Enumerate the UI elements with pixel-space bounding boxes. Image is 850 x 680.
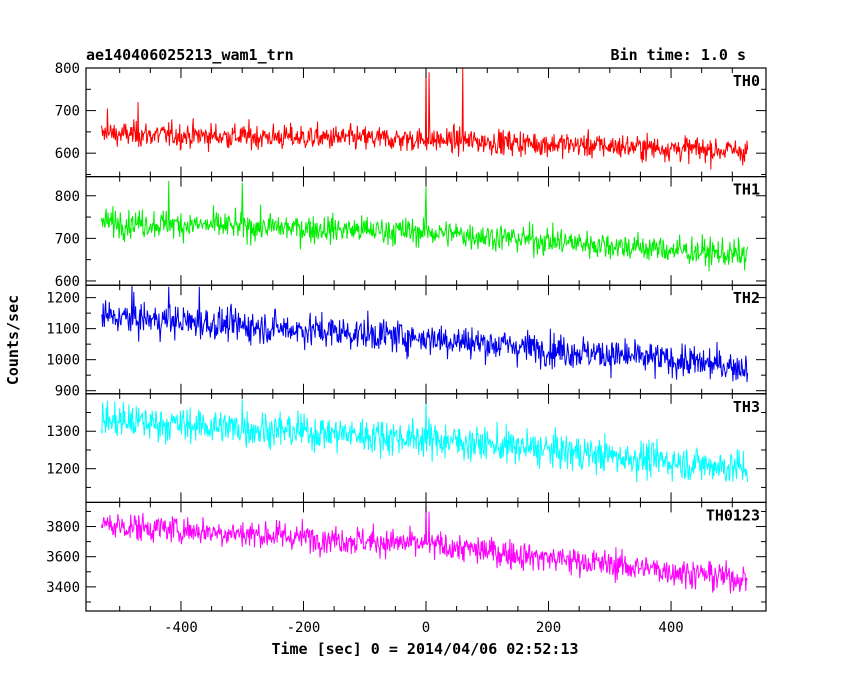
panel-label: TH2: [733, 289, 760, 307]
x-tick-label: 200: [536, 620, 561, 636]
y-tick-label: 800: [55, 61, 80, 77]
y-axis-label: Counts/sec: [4, 295, 22, 385]
panel-label: TH3: [733, 398, 760, 416]
y-tick-label: 900: [55, 384, 80, 400]
series-line-th2: [101, 285, 749, 383]
x-tick-label: -200: [287, 620, 321, 636]
chart-title: ae140406025213_wam1_trn: [86, 46, 294, 64]
y-tick-label: 1200: [46, 291, 80, 307]
panel-label: TH0123: [706, 506, 760, 524]
panel-th2: 900 1000 1100 1200 TH2: [46, 284, 767, 400]
x-tick-label: 0: [422, 620, 430, 636]
panel-th1: 600 700 800 TH1: [55, 176, 767, 290]
y-tick-label: 600: [55, 274, 80, 290]
panel-th3: 1200 1300 TH3: [46, 393, 767, 503]
bin-time-label: Bin time: 1.0 s: [611, 46, 746, 64]
x-axis-label: Time [sec] 0 = 2014/04/06 02:52:13: [271, 640, 578, 658]
series-line-th0: [100, 68, 749, 170]
series-line-th3: [100, 395, 749, 483]
panels-group: 600 700 800 TH0 600 700 800 TH1 900 1000 1100 1200 T…: [46, 61, 767, 636]
y-tick-label: 3600: [46, 550, 80, 566]
y-tick-label: 800: [55, 189, 80, 205]
y-tick-label: 3400: [46, 580, 80, 596]
y-tick-label: 1200: [46, 462, 80, 478]
panel-label: TH0: [733, 72, 760, 90]
panel-th0123: 3400 3600 3800 TH0123: [46, 501, 767, 612]
x-tick-label: -400: [164, 620, 198, 636]
y-tick-label: 600: [55, 146, 80, 162]
y-tick-label: 700: [55, 231, 80, 247]
y-tick-label: 1300: [46, 424, 80, 440]
y-tick-label: 3800: [46, 520, 80, 536]
panel-label: TH1: [733, 181, 760, 199]
panel-frame: [85, 284, 767, 395]
x-tick-label: 400: [658, 620, 683, 636]
panel-th0: 600 700 800 TH0: [55, 61, 767, 178]
y-tick-label: 700: [55, 104, 80, 120]
series-line-th1: [100, 180, 749, 272]
y-tick-label: 1000: [46, 353, 80, 369]
y-tick-label: 1100: [46, 322, 80, 338]
series-line-th0123: [100, 503, 748, 594]
